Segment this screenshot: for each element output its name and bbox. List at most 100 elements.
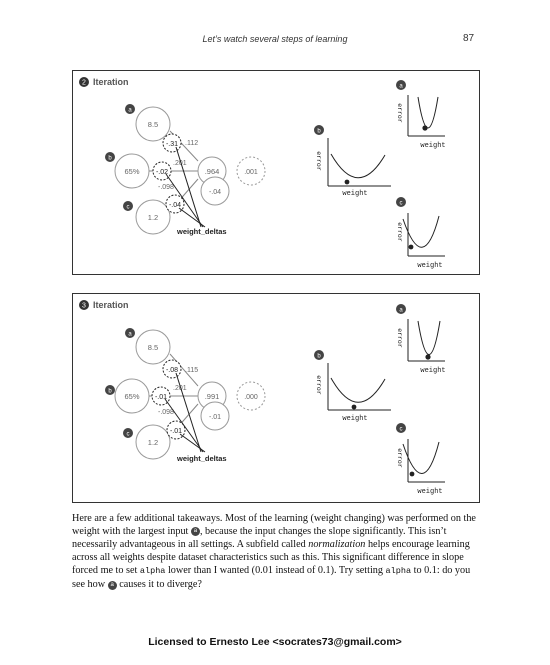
graph-badge-label: c: [400, 201, 403, 207]
paragraph-text: helps encourage learning across all weig…: [72, 539, 470, 577]
graph-badge-label: b: [317, 129, 321, 135]
error-curve: [330, 153, 386, 179]
weight-delta-value: -.01: [155, 394, 167, 401]
input-badge: [123, 428, 133, 438]
error-curve: [402, 441, 440, 474]
y-axis-label: error: [396, 103, 403, 123]
delta-output-value: -.04: [209, 189, 221, 196]
x-axis-label: weight: [417, 262, 442, 270]
input-badge-label: b: [108, 156, 112, 162]
error-curve: [330, 377, 386, 403]
input-node-c: [135, 199, 171, 235]
error-value: .001: [244, 169, 258, 176]
weight-value: .112: [185, 140, 198, 147]
graph-badge: [396, 80, 406, 90]
page-number: 87: [463, 33, 475, 44]
step-badge-bg: [79, 77, 89, 87]
graph-badge-label: a: [399, 308, 403, 314]
weight-deltas-label: weight_deltas: [176, 227, 227, 236]
x-axis-label: weight: [342, 415, 367, 423]
x-axis-label: weight: [420, 142, 445, 150]
input-a-badge: a: [107, 580, 117, 590]
alpha-code: alpha: [139, 566, 166, 577]
weight-value: .115: [185, 367, 198, 374]
x-axis-label: weight: [420, 367, 445, 375]
step-badge-bg: [79, 300, 89, 310]
input-value: 65%: [124, 392, 139, 401]
input-badge-label: c: [127, 205, 130, 211]
input-value: 65%: [124, 167, 139, 176]
error-node: [236, 381, 266, 411]
weight-value: .201: [173, 160, 187, 167]
input-badge: [125, 104, 135, 114]
paragraph-text: lower than I wanted (0.01 instead of 0.1…: [167, 565, 383, 577]
input-badge-label: a: [128, 332, 132, 338]
panel-title: Iteration: [93, 77, 129, 87]
delta-output-value: -.01: [209, 414, 221, 421]
y-axis-label: error: [396, 448, 403, 468]
delta-arrow: [178, 207, 206, 228]
input-a-badge: a: [190, 527, 200, 537]
input-node-c: [135, 424, 171, 460]
weight-point: [422, 125, 428, 131]
error-curve: [417, 96, 439, 129]
iteration-panel-3: 3 Iteration 8.5 65% 1.2 a b c -.08 -.01 …: [72, 293, 480, 503]
alpha-code: alpha: [385, 566, 412, 577]
iteration-diagram: 2 Iteration 8.5 65% 1.2 a b c -.31 -.02 …: [79, 77, 446, 270]
graph-badge-label: a: [399, 84, 403, 90]
graph-badge: [396, 304, 406, 314]
input-badge: [125, 328, 135, 338]
iteration-diagram: 3 Iteration 8.5 65% 1.2 a b c -.08 -.01 …: [79, 300, 446, 496]
weight-delta-value: -.01: [170, 428, 182, 435]
weight-delta-value: -.08: [166, 367, 178, 374]
step-badge: 3: [82, 303, 86, 310]
weight-delta-value: -.02: [156, 169, 168, 176]
iteration-panel-2: 2 Iteration 8.5 65% 1.2 a b c -.31 -.02 …: [72, 70, 480, 275]
weight-value: .201: [173, 385, 187, 392]
input-value: 1.2: [148, 213, 158, 222]
weight-point: [408, 244, 414, 250]
delta-arrow: [175, 146, 202, 228]
input-badge: [105, 385, 115, 395]
y-axis-label: error: [396, 328, 403, 348]
graph-badge-label: c: [400, 427, 403, 433]
weight-value: -.098: [158, 184, 174, 191]
error-node: [236, 156, 266, 186]
weight-delta-value: -.04: [169, 202, 181, 209]
input-value: 1.2: [148, 438, 158, 447]
delta-arrow: [165, 173, 204, 228]
y-axis-label: error: [315, 375, 322, 395]
panel-title: Iteration: [93, 300, 129, 310]
y-axis-label: error: [315, 151, 322, 171]
input-node-a: [135, 106, 171, 142]
delta-arrow: [179, 433, 206, 453]
paragraph-text: causes it to diverge?: [119, 579, 202, 591]
x-axis-label: weight: [417, 488, 442, 496]
paragraph-text: to 0.1: do you see how: [72, 565, 471, 591]
weight-point: [409, 471, 415, 477]
weight-deltas-label: weight_deltas: [176, 454, 227, 463]
delta-arrow: [175, 372, 202, 453]
input-badge: [123, 201, 133, 211]
license-footer: Licensed to Ernesto Lee <socrates73@gmai…: [148, 636, 402, 648]
input-badge-label: c: [127, 432, 130, 438]
y-axis-label: error: [396, 222, 403, 242]
weight-point: [351, 404, 357, 410]
input-node-a: [135, 329, 171, 365]
weight-delta-value: -.31: [166, 141, 178, 148]
graph-badge: [314, 350, 324, 360]
input-badge: [105, 152, 115, 162]
input-value: 8.5: [148, 343, 158, 352]
normalization-term: normalization: [308, 539, 366, 551]
weight-edge: [169, 353, 199, 387]
input-value: 8.5: [148, 120, 158, 129]
weight-value: -.098: [158, 409, 174, 416]
graph-badge: [314, 125, 324, 135]
input-badge-label: a: [128, 108, 132, 114]
paragraph-text: , because the input changes the slope si…: [72, 526, 447, 551]
delta-output-node: [200, 176, 230, 206]
x-axis-label: weight: [342, 190, 367, 198]
prediction-value: .964: [205, 167, 220, 176]
paragraph-text: Here are a few additional takeaways. Mos…: [72, 513, 476, 538]
delta-output-node: [200, 401, 230, 431]
